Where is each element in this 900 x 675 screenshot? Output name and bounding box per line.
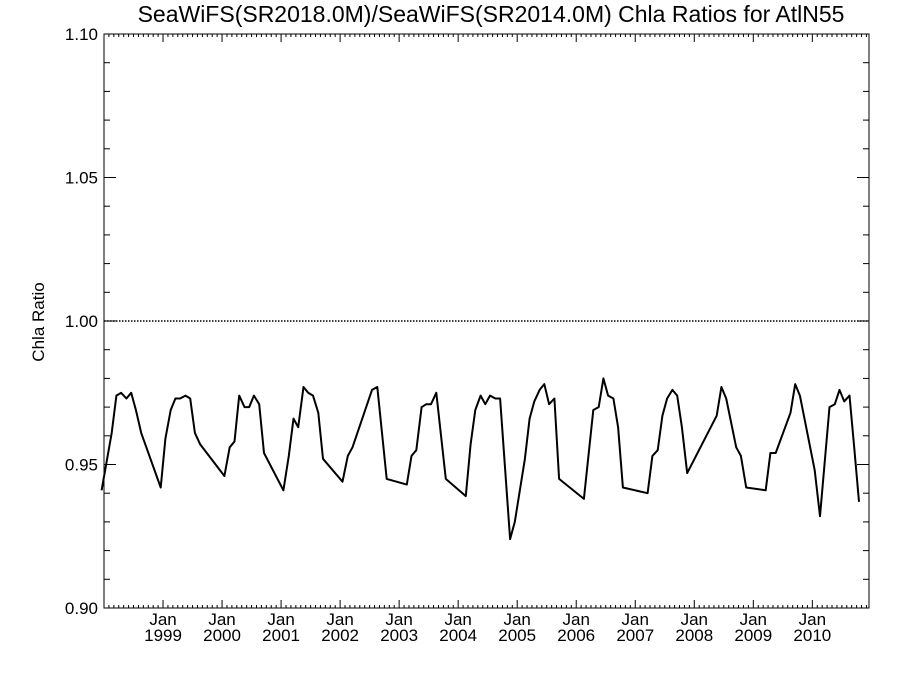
series-points <box>101 377 860 540</box>
x-tick-year-label: 2009 <box>734 626 772 645</box>
x-tick-year-label: 2006 <box>557 626 595 645</box>
x-tick-year-label: 2004 <box>439 626 477 645</box>
x-tick-year-label: 2002 <box>321 626 359 645</box>
x-tick-year-label: 2000 <box>203 626 241 645</box>
x-tick-year-label: 2001 <box>262 626 300 645</box>
x-tick-year-label: 2008 <box>675 626 713 645</box>
x-tick-month-label: Jan <box>326 610 353 629</box>
x-tick-year-label: 2007 <box>616 626 654 645</box>
y-axis-label: Chla Ratio <box>29 282 48 361</box>
y-tick-label: 0.95 <box>65 456 98 475</box>
x-tick-month-label: Jan <box>444 610 471 629</box>
x-tick-year-label: 2003 <box>380 626 418 645</box>
x-tick-year-label: 2005 <box>498 626 536 645</box>
x-tick-month-label: Jan <box>622 610 649 629</box>
x-tick-month-label: Jan <box>740 610 767 629</box>
x-tick-month-label: Jan <box>563 610 590 629</box>
y-tick-label: 1.10 <box>65 25 98 44</box>
x-tick-month-label: Jan <box>267 610 294 629</box>
chart-title: SeaWiFS(SR2018.0M)/SeaWiFS(SR2014.0M) Ch… <box>138 1 845 27</box>
x-tick-month-label: Jan <box>503 610 530 629</box>
y-tick-label: 0.90 <box>65 599 98 618</box>
x-tick-month-label: Jan <box>681 610 708 629</box>
y-tick-label: 1.00 <box>65 312 98 331</box>
x-tick-year-label: 2010 <box>793 626 831 645</box>
series-line-chla-ratio <box>100 377 860 541</box>
x-tick-month-label: Jan <box>149 610 176 629</box>
x-tick-year-label: 1999 <box>144 626 182 645</box>
x-tick-month-label: Jan <box>799 610 826 629</box>
x-tick-month-label: Jan <box>385 610 412 629</box>
x-tick-month-label: Jan <box>208 610 235 629</box>
y-tick-label: 1.05 <box>65 169 98 188</box>
x-axis-ticks: Jan1999Jan2000Jan2001Jan2002Jan2003Jan20… <box>108 34 867 645</box>
